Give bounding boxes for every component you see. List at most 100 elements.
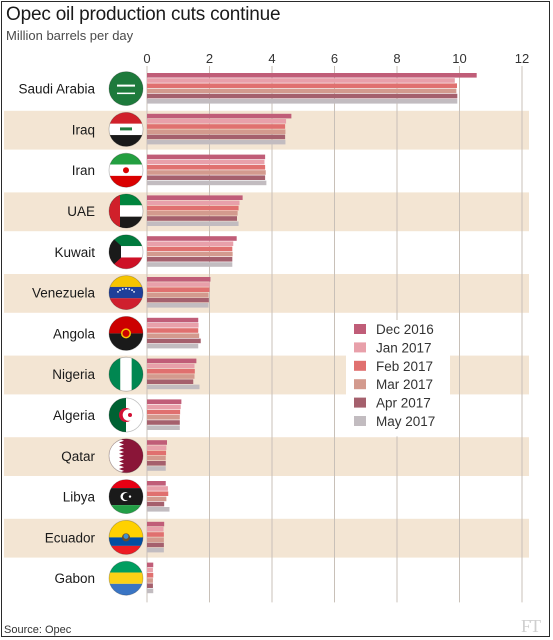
bar [147,537,164,542]
legend-label: Mar 2017 [376,377,433,392]
bar [147,180,267,186]
bar [147,211,238,216]
bar [147,200,240,206]
legend-swatch [354,397,366,408]
algeria-flag-icon [108,397,144,433]
x-tick-label: 12 [515,51,529,66]
category-label: Angola [53,326,96,341]
legend-label: May 2017 [376,414,435,429]
uae-flag-icon [108,193,144,229]
bar [147,562,154,568]
bar [147,338,201,344]
category-label: UAE [67,204,95,219]
bar [147,578,153,583]
source-note: Source: Opec [4,624,72,636]
bar [147,384,200,390]
bar [147,93,458,99]
category-label: Venezuela [32,286,96,301]
bar [147,323,199,328]
bar [147,328,199,333]
category-label: Iraq [72,122,95,137]
category-label: Iran [72,163,95,178]
kuwait-flag-icon [108,234,144,270]
libya-flag-icon [108,479,144,515]
bar [147,297,209,303]
legend: Dec 2016 Jan 2017 Feb 2017 Mar 2017 Apr 2017… [346,320,450,437]
bar [147,491,169,496]
category-label: Ecuador [45,530,96,545]
x-tick-label: 10 [452,51,466,66]
bar [147,466,166,471]
bar [147,241,234,246]
bar [147,88,457,94]
bar [147,159,265,165]
bar [147,507,170,512]
bar [147,129,286,134]
iraq-flag-icon [108,111,144,147]
bar [147,165,266,170]
bar [147,399,182,404]
chart-subtitle: Million barrels per day [6,28,134,43]
x-tick-label: 8 [393,51,400,66]
bar [147,205,239,211]
bar [147,573,154,578]
category-label: Nigeria [52,367,95,382]
bar [147,440,167,445]
ecuador-flag-icon [108,520,144,555]
bar [147,154,266,160]
bar [147,461,166,466]
bar [147,78,455,83]
bar [147,292,209,298]
bar [147,277,211,282]
x-tick-label: 4 [268,51,275,66]
bar [147,170,266,175]
x-tick-label: 2 [206,51,213,66]
bar [147,221,239,226]
category-label: Kuwait [54,245,95,260]
bar [147,425,180,430]
bar [147,532,164,537]
bar [147,83,457,88]
row-band [4,437,529,476]
bar [147,583,153,588]
legend-swatch [354,379,366,390]
bar [147,455,166,461]
bar [147,527,164,532]
category-label: Gabon [54,571,95,586]
bar [147,134,286,140]
bar [147,445,167,450]
bar [147,195,243,200]
bar [147,73,477,78]
row-band [4,518,529,558]
legend-swatch [354,342,366,353]
bar [147,236,237,241]
bar [147,542,164,548]
legend-label: Dec 2016 [376,322,434,337]
category-label: Algeria [53,408,96,423]
bar [147,496,167,502]
bar [147,139,286,145]
row-band [4,274,529,313]
bar [147,282,210,287]
legend-label: Apr 2017 [376,396,431,411]
category-label: Libya [63,490,96,505]
legend-swatch [354,324,366,334]
saudi-arabia-flag-icon [108,71,144,106]
ft-logo: FT [521,616,541,636]
bar [147,404,181,410]
bar [147,567,153,573]
bar [147,99,458,104]
row-band [4,192,529,232]
bar [147,409,181,415]
bar [147,358,197,364]
bar [147,175,266,180]
bar [147,251,233,257]
bar [147,420,180,425]
bar [147,521,165,527]
nigeria-flag-icon [108,356,144,392]
angola-flag-icon [108,315,144,351]
bar [147,486,168,491]
legend-swatch [354,416,366,426]
legend-label: Jan 2017 [376,340,432,355]
